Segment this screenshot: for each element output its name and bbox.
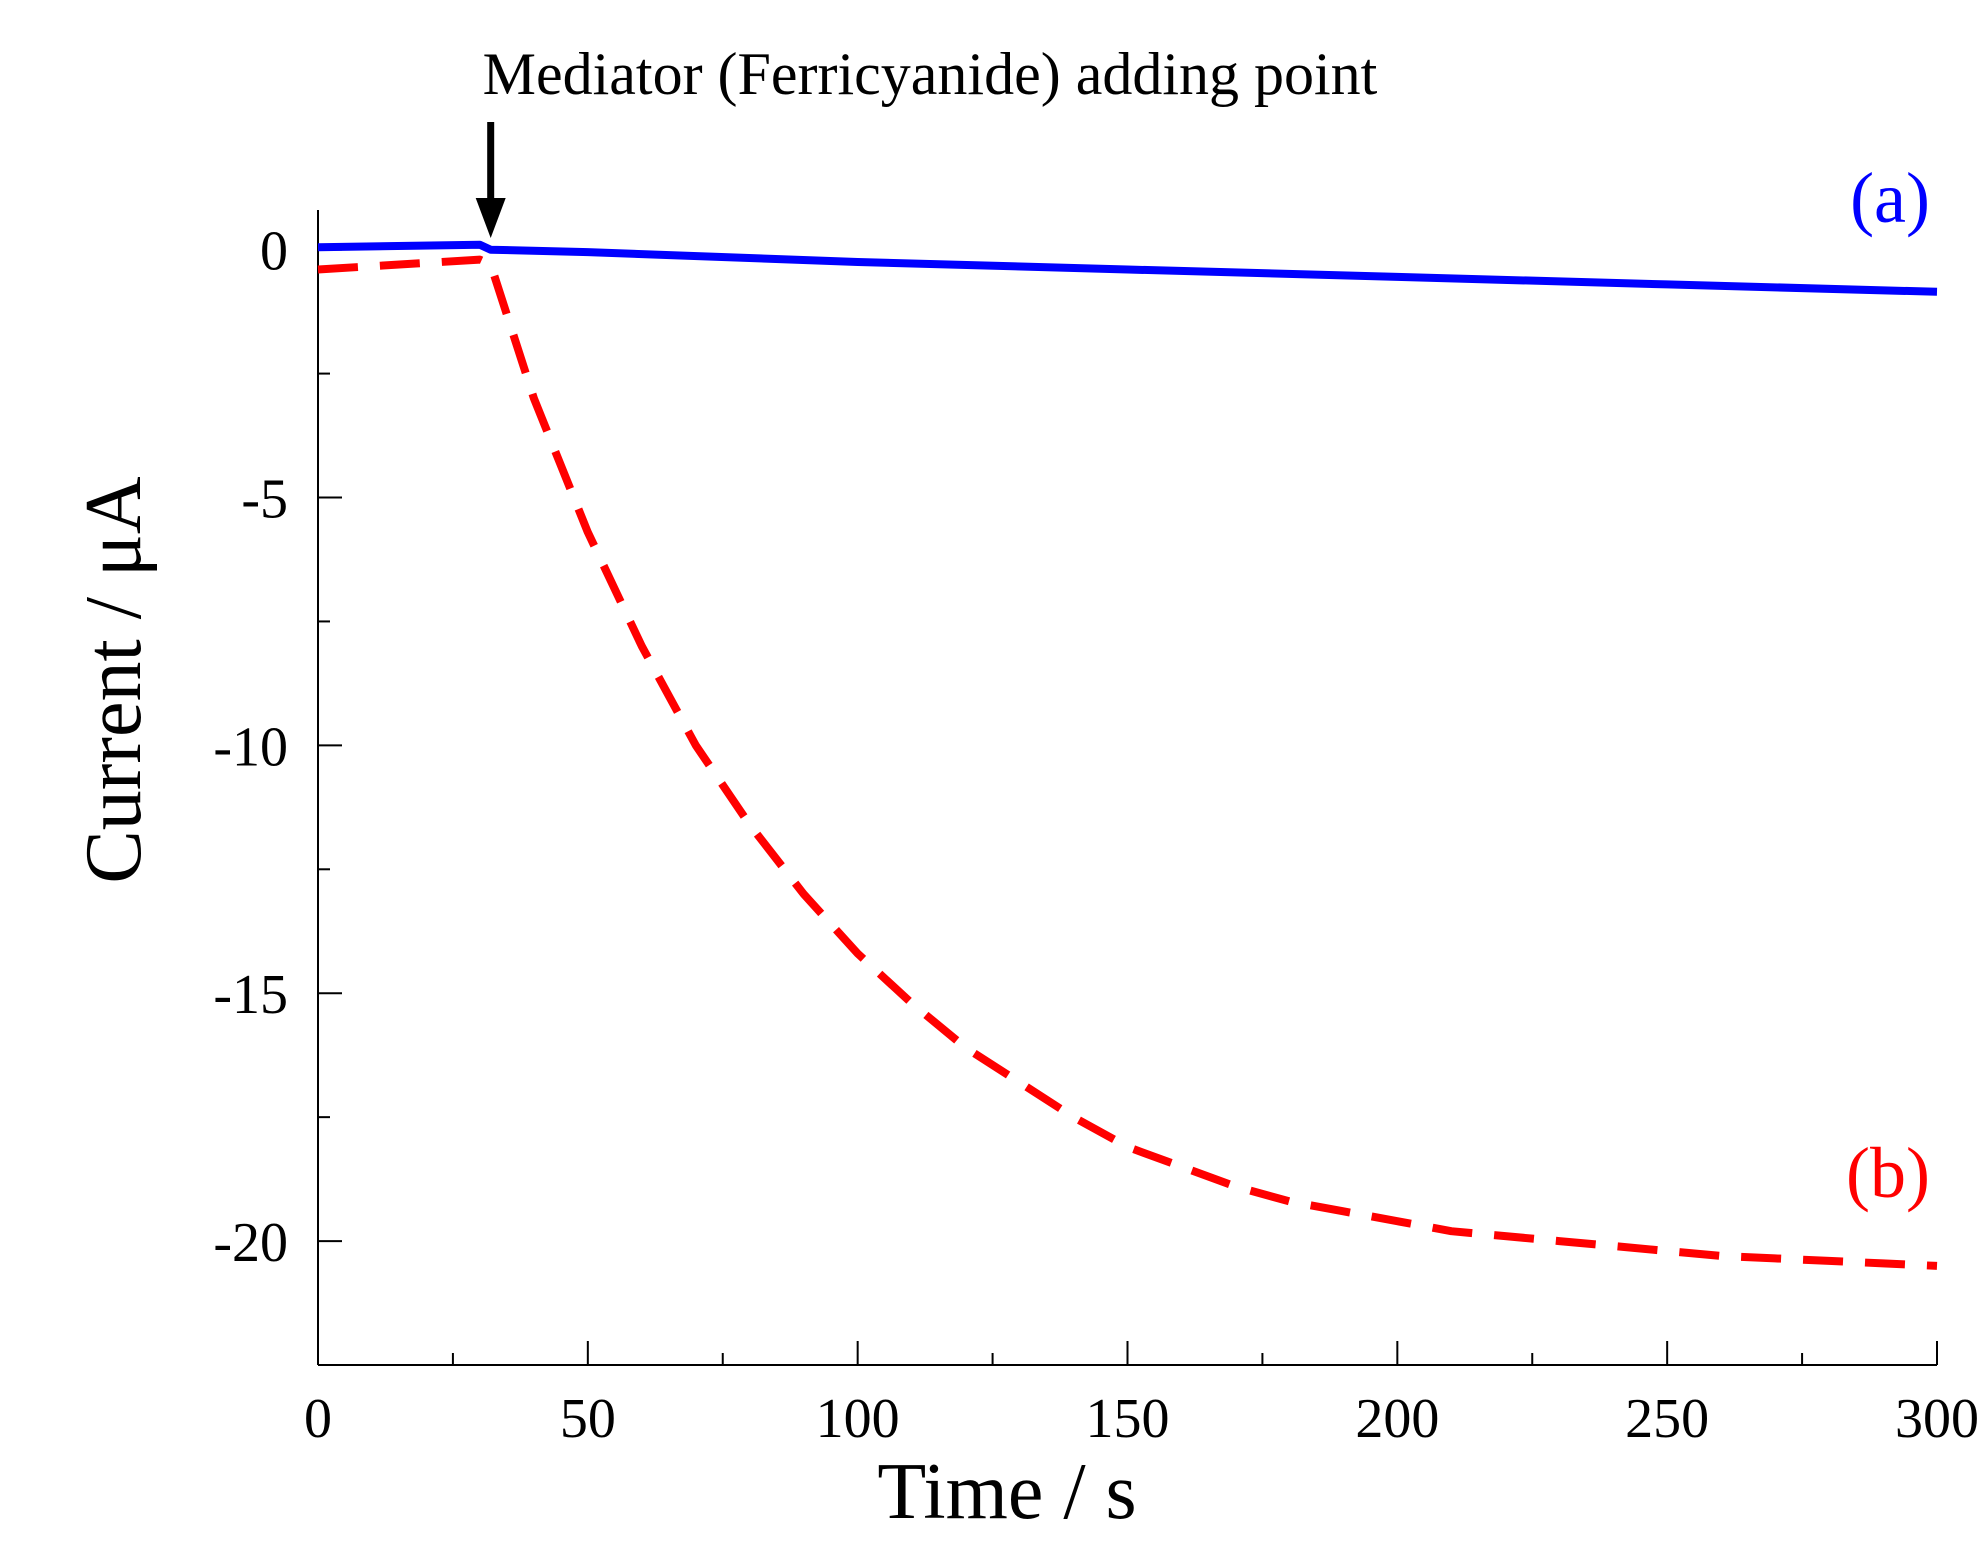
y-tick-label: -10 [213, 716, 288, 778]
y-tick-label: -20 [213, 1212, 288, 1274]
y-tick-label: -5 [241, 469, 288, 531]
annotation-text: Mediator (Ferricyanide) adding point [483, 41, 1378, 107]
y-tick-label: -15 [213, 964, 288, 1026]
series-line-a [317, 240, 1938, 296]
series-line-b [317, 255, 1938, 1270]
y-axis-title: Current / μA [70, 476, 158, 883]
x-tick-label: 200 [1355, 1388, 1439, 1450]
series-label-a: (a) [1850, 158, 1930, 238]
x-tick-label: 300 [1895, 1388, 1979, 1450]
x-tick-label: 250 [1625, 1388, 1709, 1450]
x-tick-label: 150 [1086, 1388, 1170, 1450]
y-tick-label: 0 [260, 221, 288, 283]
series-label-b: (b) [1846, 1133, 1930, 1213]
x-axis-title: Time / s [877, 1448, 1136, 1536]
annotation-arrow-head [475, 198, 506, 238]
x-tick-label: 50 [560, 1388, 616, 1450]
x-tick-label: 0 [304, 1388, 332, 1450]
x-tick-label: 100 [816, 1388, 900, 1450]
